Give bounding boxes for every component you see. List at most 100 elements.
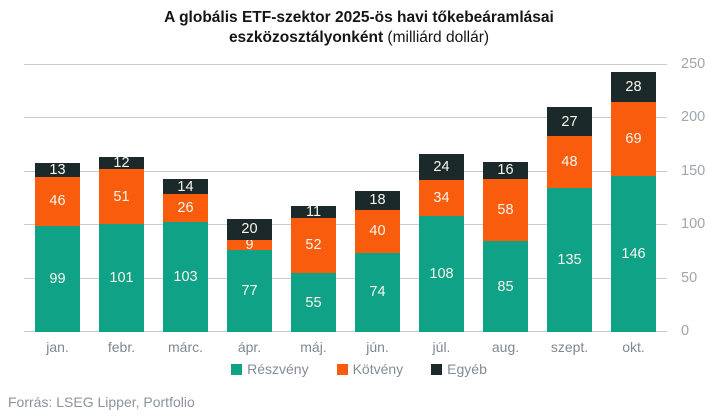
chart-title-line2: eszközosztályonként (milliárd dollár)	[0, 28, 718, 48]
segment-value-label: 40	[369, 223, 386, 240]
segment-value-label: 69	[625, 130, 642, 147]
bar-segment-kötvény[interactable]: 46	[35, 176, 80, 227]
chart-subtitle-units: (milliárd dollár)	[383, 29, 490, 46]
segment-value-label: 18	[369, 192, 386, 209]
bar-segment-részvény[interactable]: 99	[35, 226, 80, 332]
segment-value-label: 24	[433, 159, 450, 176]
segment-value-label: 27	[561, 113, 578, 130]
segment-value-label: 48	[561, 153, 578, 170]
segment-value-label: 101	[109, 269, 134, 286]
bar-segment-egyéb[interactable]: 14	[163, 179, 208, 194]
x-axis-label: aug.	[491, 339, 520, 355]
segment-value-label: 14	[177, 178, 194, 195]
y-axis-tick-label: 0	[681, 323, 690, 339]
bar-segment-részvény[interactable]: 55	[291, 273, 336, 332]
gridline	[24, 224, 667, 225]
legend: Részvény Kötvény Egyéb	[0, 361, 718, 377]
legend-item-egyéb[interactable]: Egyéb	[431, 361, 487, 377]
bar-segment-részvény[interactable]: 74	[355, 252, 400, 332]
x-axis-label: okt.	[622, 339, 645, 355]
bar-group-jl: 108 34 24	[419, 154, 464, 332]
x-axis-label: szept.	[550, 339, 589, 355]
x-axis-label: ápr.	[237, 339, 262, 355]
y-axis-tick-label: 100	[681, 216, 706, 232]
source-note: Forrás: LSEG Lipper, Portfolio	[8, 394, 195, 410]
bar-segment-részvény[interactable]: 135	[547, 187, 592, 332]
segment-value-label: 11	[305, 203, 322, 220]
segment-value-label: 108	[429, 266, 454, 283]
y-axis-tick-label: 150	[681, 162, 706, 179]
bar-segment-részvény[interactable]: 103	[163, 221, 208, 332]
bar-group-szept: 135 48 27	[547, 107, 592, 332]
legend-item-kötvény[interactable]: Kötvény	[336, 361, 404, 377]
bar-segment-kötvény[interactable]: 51	[99, 169, 144, 224]
segment-value-label: 46	[49, 193, 66, 210]
bar-group-febr: 101 51 12	[99, 154, 144, 332]
chart-title-line1: A globális ETF-szektor 2025-ös havi tőke…	[164, 9, 554, 26]
bar-segment-részvény[interactable]: 77	[227, 249, 272, 332]
chart-subtitle-bold: eszközosztályonként	[228, 29, 384, 46]
x-axis-label: febr.	[107, 339, 136, 355]
segment-value-label: 99	[49, 271, 66, 288]
bar-segment-kötvény[interactable]: 9	[227, 236, 272, 253]
segment-value-label: 58	[497, 202, 514, 219]
bar-segment-kötvény[interactable]: 40	[355, 210, 400, 253]
gridline	[24, 64, 667, 65]
segment-value-label: 13	[49, 161, 66, 178]
bar-segment-kötvény[interactable]: 34	[419, 180, 464, 217]
bar-group-okt: 146 69 28	[611, 72, 656, 332]
y-axis-tick-label: 200	[681, 109, 706, 125]
legend-item-részvény[interactable]: Részvény	[231, 361, 309, 377]
bar-segment-kötvény[interactable]: 58	[483, 179, 528, 242]
bar-segment-egyéb[interactable]: 12	[99, 154, 144, 171]
x-axis-label: jún.	[366, 339, 389, 355]
bar-group-jan: 99 46 13	[35, 163, 80, 332]
bar-segment-egyéb[interactable]: 24	[419, 154, 464, 181]
bar-segment-kötvény[interactable]: 48	[547, 136, 592, 188]
segment-value-label: 34	[433, 190, 450, 207]
segment-value-label: 28	[625, 78, 642, 95]
bar-group-jn: 74 40 18	[355, 190, 400, 332]
segment-value-label: 74	[369, 284, 386, 301]
gridline	[24, 331, 667, 332]
legend-swatch	[336, 363, 348, 375]
y-axis-tick-label: 250	[681, 55, 706, 72]
legend-label: Kötvény	[352, 361, 404, 377]
bar-segment-részvény[interactable]: 101	[99, 223, 144, 332]
segment-value-label: 146	[621, 245, 646, 262]
bar-segment-kötvény[interactable]: 69	[611, 101, 656, 176]
segment-value-label: 77	[241, 282, 258, 299]
segment-value-label: 16	[497, 162, 514, 179]
bar-segment-egyéb[interactable]: 16	[483, 161, 528, 180]
segment-value-label: 26	[177, 199, 194, 216]
bar-segment-kötvény[interactable]: 26	[163, 193, 208, 222]
x-axis-label: jan.	[46, 339, 69, 355]
bar-group-mrc: 103 26 14	[163, 179, 208, 332]
bar-group-mj: 55 52 11	[291, 203, 336, 332]
bar-segment-egyéb[interactable]: 18	[355, 190, 400, 211]
bar-group-pr: 77 9 20	[227, 218, 272, 332]
gridline	[24, 278, 667, 279]
bar-segment-részvény[interactable]: 146	[611, 175, 656, 332]
segment-value-label: 12	[113, 154, 130, 171]
segment-value-label: 85	[497, 278, 514, 295]
bar-segment-egyéb[interactable]: 28	[611, 72, 656, 102]
y-axis-tick-label: 50	[681, 269, 698, 286]
segment-value-label: 103	[173, 268, 198, 285]
x-axis-label: júl.	[432, 339, 451, 355]
legend-swatch	[431, 363, 443, 375]
bar-segment-részvény[interactable]: 85	[483, 241, 528, 332]
segment-value-label: 9	[245, 236, 254, 253]
bar-segment-egyéb[interactable]: 13	[35, 163, 80, 177]
bar-segment-kötvény[interactable]: 52	[291, 217, 336, 274]
plot-area: 99 46 13 101 51 12 103 26 14 77 9 20 55 52 11 74 40 18 108…	[24, 64, 667, 332]
segment-value-label: 52	[305, 237, 322, 254]
segment-value-label: 51	[113, 188, 130, 205]
bar-segment-egyéb[interactable]: 11	[291, 203, 336, 220]
legend-label: Egyéb	[447, 361, 487, 377]
bar-segment-részvény[interactable]: 108	[419, 216, 464, 332]
segment-value-label: 135	[557, 251, 582, 268]
bar-segment-egyéb[interactable]: 20	[227, 218, 272, 240]
bar-segment-egyéb[interactable]: 27	[547, 107, 592, 137]
